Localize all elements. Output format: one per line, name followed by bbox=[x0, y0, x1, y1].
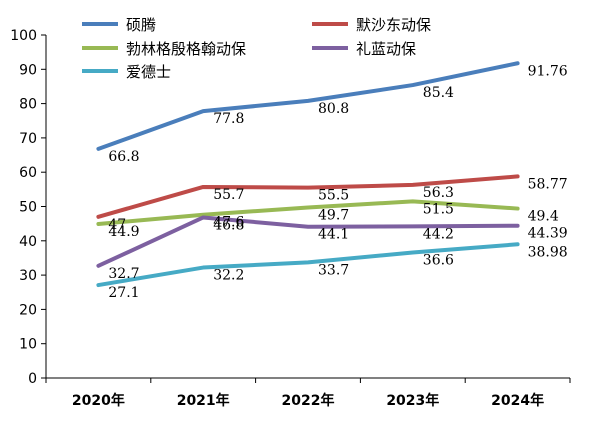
y-tick-label: 0 bbox=[28, 371, 37, 387]
data-label: 55.5 bbox=[318, 188, 349, 204]
data-label: 44.1 bbox=[318, 227, 349, 243]
data-label: 32.2 bbox=[213, 268, 244, 284]
y-tick-label: 50 bbox=[19, 200, 37, 216]
axes: 0 10 20 30 40 50 60 70 80 90 100 2020年 2021年 2022年 202… bbox=[10, 28, 571, 409]
data-label: 44.2 bbox=[423, 226, 454, 242]
data-label: 58.77 bbox=[528, 176, 568, 192]
data-labels: 66.8 77.8 80.8 85.4 91.76 47 55.7 55.5 56.3 58.77… bbox=[108, 63, 567, 301]
data-label: 77.8 bbox=[213, 111, 244, 127]
y-tick-label: 60 bbox=[19, 165, 37, 181]
y-tick-label: 10 bbox=[19, 337, 37, 353]
y-tick-label: 30 bbox=[19, 268, 37, 284]
y-tick-label: 80 bbox=[19, 97, 37, 113]
data-label: 36.6 bbox=[423, 252, 454, 268]
data-label: 46.8 bbox=[213, 217, 244, 233]
y-tick-label: 90 bbox=[19, 62, 37, 78]
x-tick-label: 2023年 bbox=[386, 392, 439, 409]
data-label: 55.7 bbox=[213, 187, 244, 203]
data-label: 27.1 bbox=[108, 285, 139, 301]
data-label: 80.8 bbox=[318, 101, 349, 117]
x-tick-label: 2021年 bbox=[177, 392, 230, 409]
data-label: 66.8 bbox=[108, 149, 139, 165]
series-line bbox=[96, 61, 520, 151]
data-label: 91.76 bbox=[528, 63, 568, 79]
data-label: 51.5 bbox=[423, 201, 454, 217]
legend-label: 硕腾 bbox=[126, 16, 156, 34]
legend-label: 爱德士 bbox=[126, 63, 171, 81]
data-label: 47 bbox=[108, 217, 126, 233]
data-label: 33.7 bbox=[318, 262, 349, 278]
legend-label: 勃林格殷格翰动保 bbox=[126, 40, 246, 58]
y-tick-label: 70 bbox=[19, 131, 37, 147]
x-tick-label: 2020年 bbox=[72, 392, 125, 409]
data-label: 49.4 bbox=[528, 209, 559, 225]
series-line bbox=[96, 174, 520, 219]
series-line bbox=[96, 215, 520, 268]
data-label: 49.7 bbox=[318, 208, 349, 224]
legend-label: 礼蓝动保 bbox=[356, 40, 416, 58]
data-label: 32.7 bbox=[108, 266, 139, 282]
data-label: 56.3 bbox=[423, 185, 454, 201]
y-tick-label: 100 bbox=[10, 28, 37, 44]
series-line bbox=[96, 199, 520, 226]
y-tick-label: 20 bbox=[19, 302, 37, 318]
data-label: 44.9 bbox=[108, 224, 139, 240]
series-line bbox=[96, 242, 520, 288]
legend-label: 默沙东动保 bbox=[356, 16, 431, 34]
data-label: 85.4 bbox=[423, 85, 454, 101]
data-label: 38.98 bbox=[528, 244, 568, 260]
series-lines bbox=[96, 61, 520, 288]
y-tick-label: 40 bbox=[19, 234, 37, 250]
data-label: 47.6 bbox=[213, 215, 244, 231]
x-tick-label: 2022年 bbox=[282, 392, 335, 409]
x-tick-label: 2024年 bbox=[491, 392, 544, 409]
data-label: 44.39 bbox=[528, 226, 568, 242]
